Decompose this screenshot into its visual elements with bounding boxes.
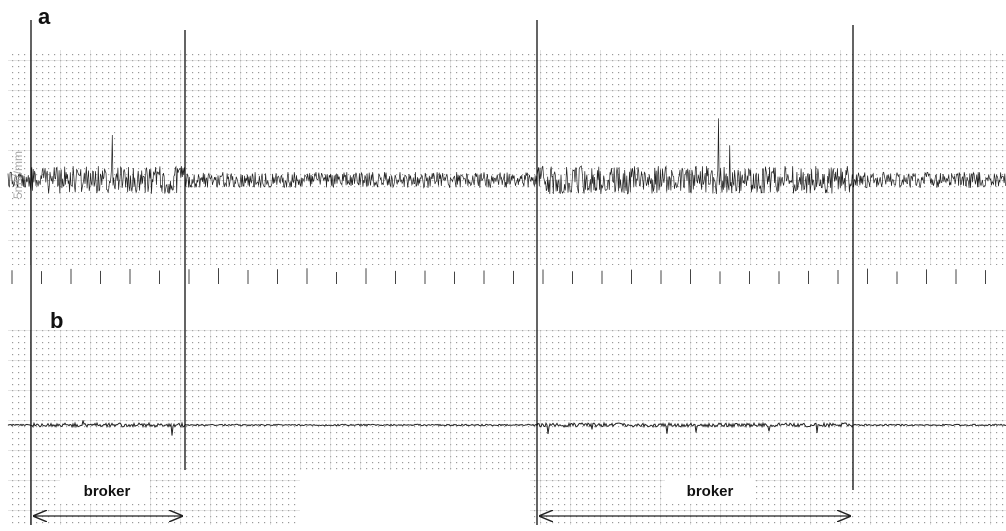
- blank-patch: [300, 470, 530, 531]
- grid-a-major: [8, 50, 1006, 265]
- panel-label: b: [50, 308, 63, 333]
- scale-label: 5mV/mm: [11, 151, 25, 199]
- annotation: broker: [687, 483, 734, 500]
- annotation: broker: [84, 483, 131, 500]
- panel-label: a: [38, 4, 51, 29]
- emg-figure: a b broker broker 5mV/mm: [0, 0, 1006, 531]
